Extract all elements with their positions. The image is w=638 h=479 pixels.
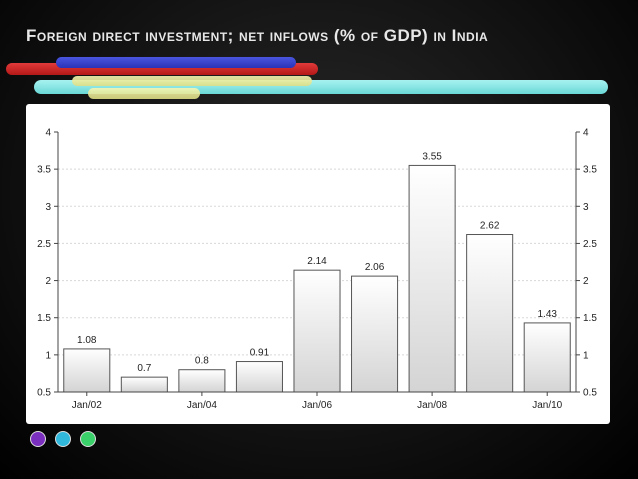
bar-2005 <box>235 361 283 393</box>
bar-2002 <box>63 348 111 393</box>
y-tick-label-left: 3.5 <box>37 165 51 176</box>
data-label-2003: 0.7 <box>137 363 151 374</box>
data-label-2005: 0.91 <box>250 348 270 359</box>
y-tick-label-right: 2 <box>583 276 589 287</box>
bar-2007 <box>351 275 399 393</box>
y-tick-label-left: 0.5 <box>37 388 51 399</box>
bar-2010 <box>523 322 571 393</box>
bar-2004 <box>178 369 226 393</box>
y-tick-label-right: 1.5 <box>583 313 597 324</box>
data-label-2004: 0.8 <box>195 356 209 367</box>
y-tick-label-left: 1 <box>45 350 51 361</box>
data-label-2010: 1.43 <box>537 309 557 320</box>
bar-chart: 0.5 0.5 1 1 1.5 1.5 2 2 2.5 2.5 3 3 3.5 3.5 4 4 1.08 0.7 0… <box>37 128 597 412</box>
y-tick-label-left: 1.5 <box>37 313 51 324</box>
y-tick-label-right: 3 <box>583 202 589 213</box>
green-dot-icon <box>80 431 96 447</box>
x-tick-label: Jan/04 <box>187 400 217 411</box>
slide-title: Foreign direct investment; net inflows (… <box>26 26 489 45</box>
y-tick-label-left: 2 <box>45 276 51 287</box>
data-label-2002: 1.08 <box>77 335 97 346</box>
decorative-yellow-stripe <box>72 76 312 86</box>
bar-2008 <box>408 164 456 393</box>
decorative-blue-stripe <box>56 57 296 68</box>
x-tick-label: Jan/08 <box>417 400 447 411</box>
bar-2006 <box>293 269 341 393</box>
data-label-2008: 3.55 <box>422 151 442 162</box>
y-tick-label-left: 4 <box>45 128 51 139</box>
x-tick-label: Jan/10 <box>532 400 562 411</box>
chart-panel: 0.5 0.5 1 1 1.5 1.5 2 2 2.5 2.5 3 3 3.5 3.5 4 4 1.08 0.7 0… <box>26 104 610 424</box>
y-tick-label-right: 0.5 <box>583 388 597 399</box>
x-tick-label: Jan/02 <box>72 400 102 411</box>
y-tick-label-right: 4 <box>583 128 589 139</box>
bar-2009 <box>466 234 514 393</box>
data-label-2007: 2.06 <box>365 262 385 273</box>
y-tick-label-right: 2.5 <box>583 239 597 250</box>
data-label-2006: 2.14 <box>307 256 327 267</box>
y-tick-label-left: 2.5 <box>37 239 51 250</box>
data-label-2009: 2.62 <box>480 221 500 232</box>
decorative-yellow-stripe-small <box>88 88 200 99</box>
y-tick-label-right: 1 <box>583 350 589 361</box>
purple-dot-icon <box>30 431 46 447</box>
cyan-dot-icon <box>55 431 71 447</box>
x-tick-label: Jan/06 <box>302 400 332 411</box>
bar-2003 <box>120 376 168 393</box>
y-tick-label-right: 3.5 <box>583 165 597 176</box>
y-tick-label-left: 3 <box>45 202 51 213</box>
